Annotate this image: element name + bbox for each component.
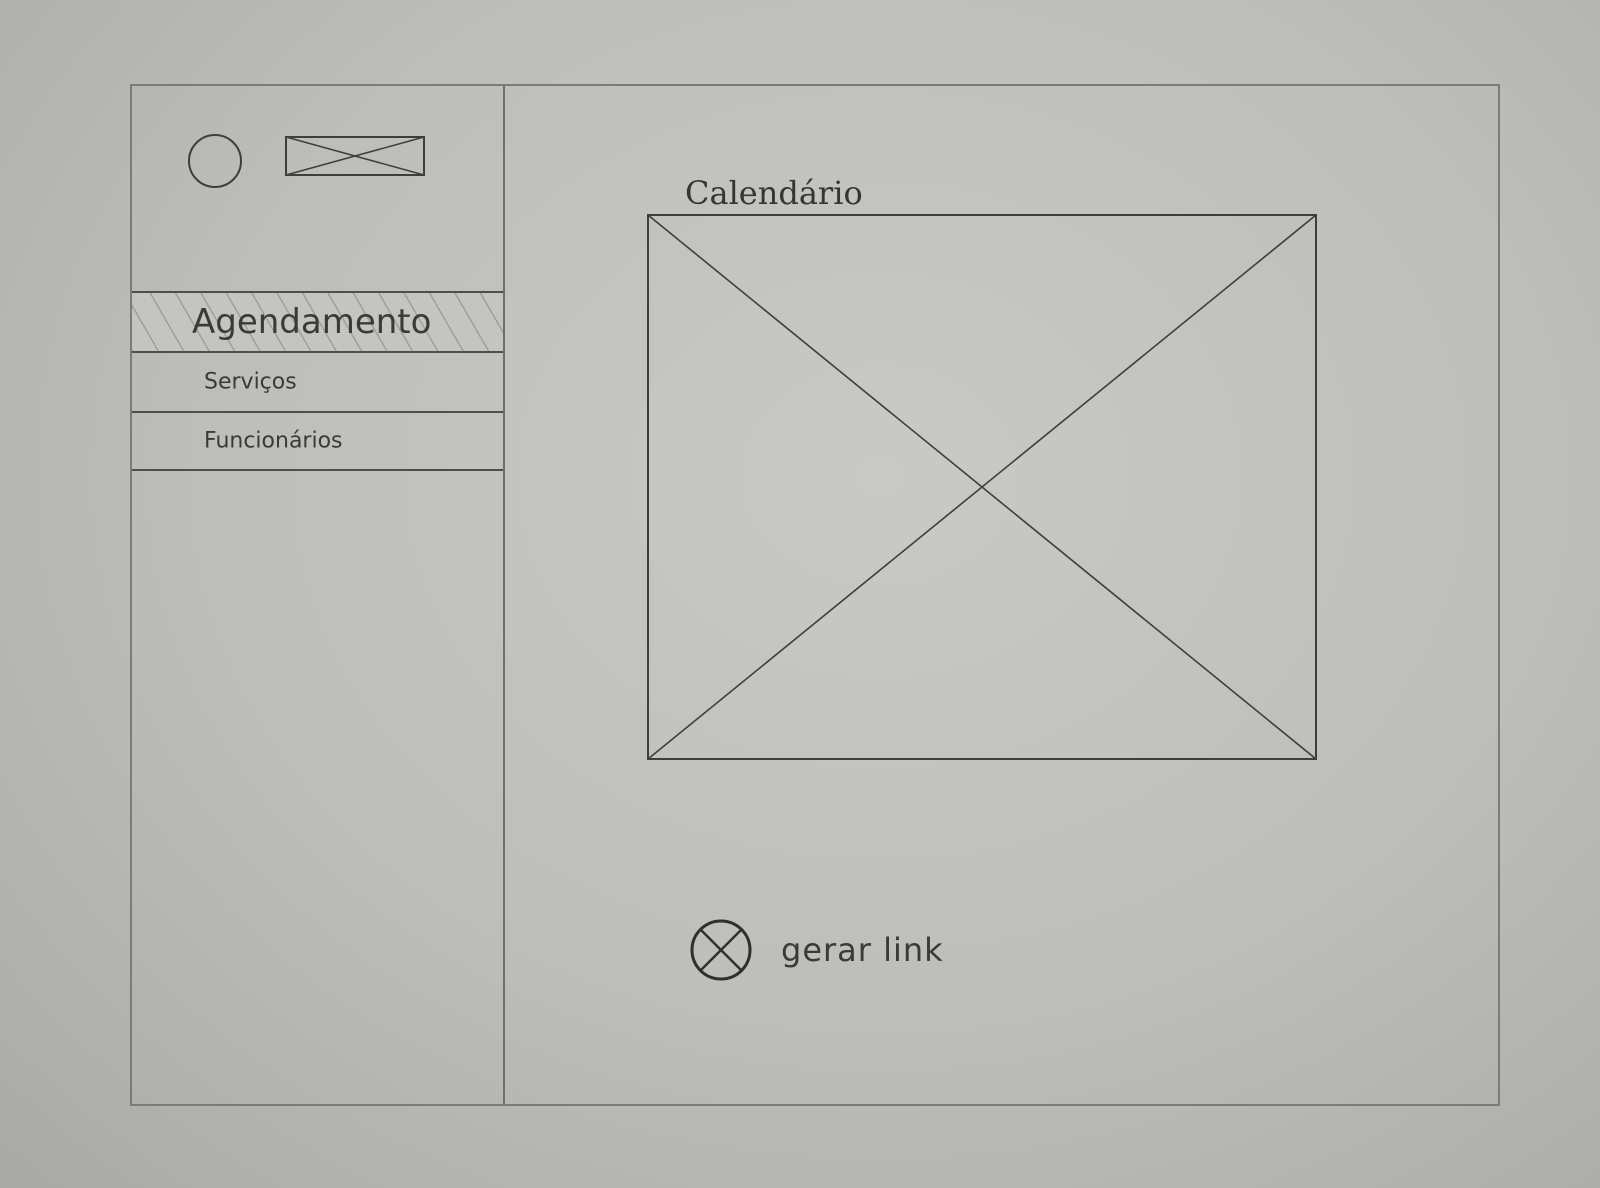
calendar-title: Calendário xyxy=(685,174,863,212)
crossed-circle-icon xyxy=(690,919,752,981)
sidebar-item-label: Serviços xyxy=(204,369,297,395)
calendar-placeholder-icon[interactable] xyxy=(647,214,1317,760)
sidebar: Agendamento Serviços Funcionários xyxy=(132,86,505,1104)
generate-link-label: gerar link xyxy=(781,931,944,969)
sidebar-item-label: Funcionários xyxy=(204,428,343,454)
logo-image-placeholder-icon xyxy=(285,136,425,176)
sidebar-item-servicos[interactable]: Serviços xyxy=(132,351,503,411)
main-content: Calendário gerar link xyxy=(505,86,1498,1104)
generate-link-button[interactable]: gerar link xyxy=(689,918,944,982)
logo-circle-icon xyxy=(188,134,242,188)
sidebar-nav: Agendamento Serviços Funcionários xyxy=(132,291,503,471)
sidebar-item-label: Agendamento xyxy=(192,302,432,342)
app-window: Agendamento Serviços Funcionários Calend… xyxy=(130,84,1500,1106)
sidebar-item-funcionarios[interactable]: Funcionários xyxy=(132,411,503,471)
sidebar-item-agendamento[interactable]: Agendamento xyxy=(132,291,503,351)
